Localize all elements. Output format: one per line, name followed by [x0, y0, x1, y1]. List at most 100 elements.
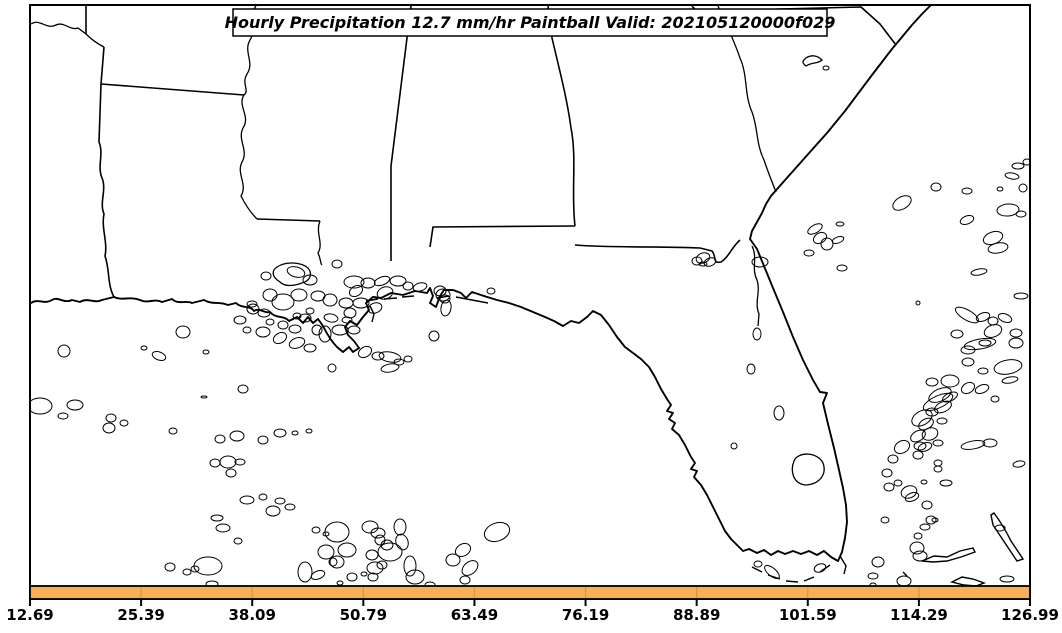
- paintball-blob-dark-green: [820, 237, 834, 251]
- paintball-blob-dark-green: [393, 358, 405, 366]
- paintball-blob-olive: [365, 549, 379, 561]
- paintball-blob-bright-green: [909, 541, 925, 555]
- paintball-blob-black: [997, 313, 1013, 323]
- border-al-ga: [547, 6, 576, 227]
- border-fl-al: [429, 225, 576, 248]
- lakes: [260, 55, 830, 486]
- lake-pontchartrain: [272, 262, 312, 287]
- paintball-blob-olive: [57, 344, 71, 358]
- paintball-blob-maroon: [225, 468, 237, 478]
- paintball-blob-orange: [424, 581, 436, 586]
- paintball-blob-dark-green: [961, 187, 973, 195]
- paintball-blob-dark-red: [983, 324, 1003, 338]
- paintball-blob-black: [290, 288, 308, 302]
- gulf-atlantic-coast: [31, 6, 931, 562]
- paintball-blob-red: [327, 363, 337, 373]
- andros-island: [949, 576, 987, 586]
- paintball-blob-red: [936, 417, 948, 425]
- x-axis-tick-labels: 12.69 25.39 38.09 50.79 63.49 76.19 88.89 101.5…: [6, 606, 1059, 624]
- paintball-blob-maroon: [119, 419, 129, 427]
- paintball-blob-gray: [402, 281, 414, 291]
- paintball-blob-bright-green: [403, 555, 417, 577]
- paintball-blob-bright-green: [380, 363, 400, 373]
- paintball-blob-black: [1013, 292, 1029, 300]
- paintball-blob-red: [835, 221, 845, 227]
- paintball-blob-gray: [360, 571, 368, 577]
- paintball-blob-orange: [921, 500, 933, 510]
- paintball-blob-olive: [922, 392, 954, 412]
- paintball-blob-red: [932, 439, 944, 447]
- paintball-blob-dark-green: [347, 325, 361, 335]
- paintball-blob-orange: [324, 521, 350, 543]
- paintball-blob-red: [939, 479, 953, 487]
- paintball-blob-maroon: [242, 326, 252, 334]
- paintball-blob-gray: [200, 395, 208, 399]
- paintball-blob-red: [265, 318, 275, 326]
- basemap-layer: [31, 6, 1029, 586]
- paintball-blob-maroon: [813, 563, 827, 573]
- paintball-blob-red: [869, 582, 877, 586]
- islands: [751, 512, 1025, 586]
- paintball-blob-maroon: [258, 493, 268, 501]
- paintball-blob-dark-red: [337, 542, 357, 558]
- paintball-blob-dark-red: [310, 570, 326, 580]
- paintball-blob-orange: [961, 357, 975, 367]
- paintball-blob-yellow-olive: [996, 203, 1020, 217]
- paintball-blob-bright-green: [1018, 183, 1028, 193]
- paintball-blob-gray: [151, 351, 167, 361]
- paintball-blob-olive: [255, 326, 271, 338]
- paintball-blob-yellow-olive: [987, 242, 1009, 254]
- paintball-blob-orange: [343, 275, 365, 289]
- paintball-blob-olive: [753, 560, 763, 568]
- paintball-blob-bright-green: [348, 284, 364, 298]
- paintball-blob-olive: [893, 479, 903, 487]
- paintball-blob-orange: [389, 275, 407, 287]
- paintball-blob-maroon: [959, 215, 975, 225]
- paintball-blob-orange: [352, 297, 370, 309]
- paintball-blob-maroon: [703, 257, 717, 267]
- border-tx-la-sabine: [98, 83, 115, 298]
- paintball-blob-maroon: [305, 428, 313, 434]
- lake-moultrie: [822, 65, 830, 71]
- paintball-blob-bright-green: [919, 523, 931, 531]
- paintball-blob-maroon: [168, 427, 178, 435]
- paintball-blob-dark-green: [1009, 328, 1023, 338]
- paintball-blob-black: [311, 324, 323, 336]
- border-ar-la: [100, 83, 245, 96]
- paintball-blob-maroon: [284, 503, 296, 511]
- paintball-blob-maroon: [31, 397, 53, 415]
- x-axis-tick-label: 114.29: [890, 606, 948, 624]
- paintball-layer: [31, 158, 1029, 586]
- paintball-blob-maroon: [233, 537, 243, 545]
- paintball-blob-dark-red: [993, 359, 1023, 375]
- abaco-island: [990, 512, 1025, 562]
- paintball-blob-maroon: [274, 497, 286, 505]
- paintball-blob-orange: [246, 300, 258, 308]
- paintball-blob-bright-green: [1011, 162, 1025, 170]
- paintball-blob-orange: [887, 454, 899, 464]
- paintball-blob-olive: [911, 409, 933, 427]
- paintball-blob-red: [318, 325, 332, 343]
- mississippi-river: [239, 6, 258, 220]
- paintball-blob-maroon: [57, 412, 69, 420]
- chandeleur-islands: [369, 305, 375, 323]
- paintball-blob-orange: [893, 439, 911, 455]
- paintball-blob-maroon: [193, 556, 223, 576]
- paintball-blob-olive: [303, 343, 317, 353]
- paintball-blob-dark-green: [751, 256, 769, 268]
- paintball-blob-maroon: [234, 458, 246, 466]
- paintball-blob-dark-red: [361, 520, 379, 534]
- paintball-blob-black: [377, 542, 403, 562]
- paintball-blob-olive: [376, 560, 388, 570]
- paintball-blob-dark-green: [367, 302, 383, 314]
- paintball-blob-dark-green: [912, 550, 928, 562]
- paintball-blob-maroon: [913, 532, 923, 540]
- paintball-blob-gray: [1015, 210, 1027, 218]
- paintball-blob-maroon: [229, 430, 245, 442]
- paintball-blob-olive: [286, 266, 306, 278]
- paintball-blob-bright-green: [921, 427, 939, 441]
- paintball-blob-maroon: [164, 562, 176, 572]
- paintball-blob-olive: [764, 564, 780, 580]
